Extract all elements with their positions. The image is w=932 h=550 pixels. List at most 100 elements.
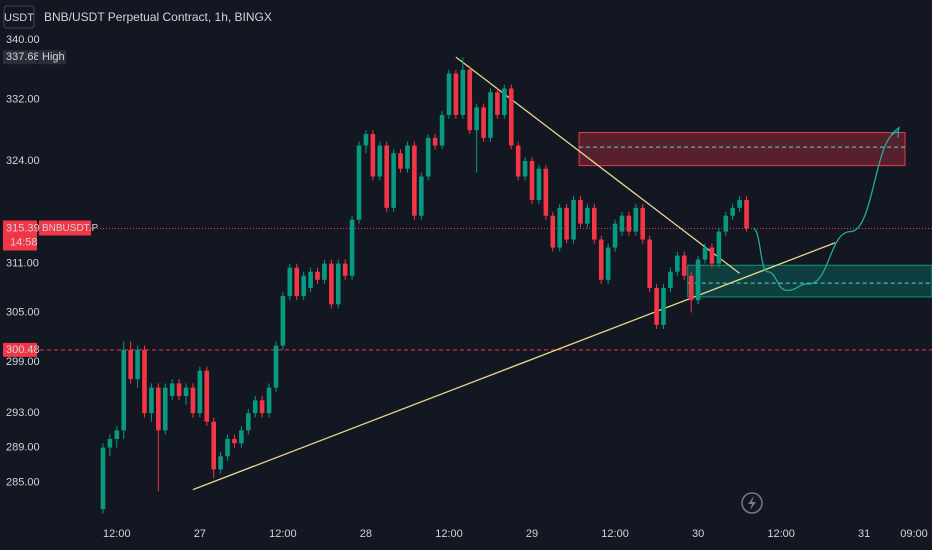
candle-body — [356, 145, 362, 220]
candle-body — [598, 239, 604, 280]
candle-body — [640, 207, 646, 240]
candle-body — [668, 271, 673, 288]
candle-body — [384, 145, 389, 208]
last-price: 315.39 — [6, 222, 40, 234]
y-tick-label: 311.00 — [6, 258, 39, 270]
candle-body — [550, 215, 556, 248]
candle-body — [654, 287, 659, 325]
candle-body — [176, 383, 182, 397]
candle-body — [252, 400, 258, 414]
x-tick-label: 12:00 — [601, 528, 629, 540]
x-tick-label: 12:00 — [103, 528, 131, 540]
candle-body — [425, 137, 431, 177]
high-price: 337.68 — [6, 51, 40, 63]
candle-body — [591, 207, 597, 240]
x-tick-label: 12:00 — [767, 528, 795, 540]
x-tick-label: 30 — [692, 528, 704, 540]
candle-body — [273, 345, 279, 388]
candle-body — [709, 247, 715, 264]
plot — [40, 56, 932, 514]
candle-body — [308, 271, 313, 288]
level-price-bg — [3, 342, 37, 357]
candle-body — [107, 438, 113, 448]
candle-body — [259, 400, 265, 414]
candle-body — [280, 296, 286, 346]
y-tick-label: 285.00 — [6, 476, 40, 488]
x-tick-label: 12:00 — [435, 528, 463, 540]
candle-body — [737, 199, 742, 208]
candle-body — [412, 145, 417, 216]
candle-body — [688, 275, 694, 301]
candle-body — [488, 92, 493, 138]
y-tick-label: 340.00 — [6, 34, 40, 46]
candle-body — [474, 107, 479, 131]
symbol-bg — [39, 220, 91, 236]
candle-body — [322, 263, 327, 280]
candle-body — [723, 215, 729, 232]
candle-body — [329, 263, 334, 305]
trendline — [192, 242, 836, 491]
candle-body — [661, 287, 666, 325]
candle-body — [232, 438, 237, 444]
candle-body — [702, 247, 708, 260]
candle-body — [543, 168, 549, 216]
candle-body — [135, 349, 140, 380]
candle-body — [515, 145, 521, 177]
candle-body — [183, 387, 189, 397]
candle-body — [245, 413, 251, 431]
candle-body — [287, 267, 293, 297]
candle-body — [225, 438, 230, 457]
candle-body — [128, 349, 133, 380]
y-tick-label: 324.00 — [6, 155, 40, 167]
candle-body — [432, 137, 438, 146]
alert-icon[interactable] — [741, 492, 763, 514]
candle-body — [605, 247, 611, 280]
x-tick-label: 29 — [526, 528, 538, 540]
x-tick-label: 09:00 — [900, 528, 928, 540]
candle-body — [121, 349, 127, 431]
candle-body — [681, 255, 687, 276]
candle-body — [571, 199, 576, 240]
candle-body — [363, 134, 369, 146]
candle-body — [142, 349, 147, 414]
candle-body — [522, 160, 528, 177]
candle-body — [266, 387, 272, 414]
x-tick-label: 31 — [858, 528, 870, 540]
candle-body — [578, 199, 583, 224]
candle-body — [100, 447, 106, 510]
currency-box[interactable] — [3, 5, 35, 29]
candle-body — [315, 271, 320, 280]
candle-body — [633, 207, 639, 232]
candle-body — [695, 259, 701, 301]
candle-body — [398, 153, 403, 169]
zone — [578, 131, 906, 167]
candle-body — [335, 263, 341, 305]
candle-body — [495, 92, 500, 115]
candle-body — [405, 145, 410, 169]
candle-body — [529, 160, 535, 200]
candle-body — [619, 215, 625, 232]
candle-body — [391, 153, 396, 208]
candle-body — [377, 145, 383, 177]
candle-body — [453, 73, 459, 115]
candle-body — [342, 263, 348, 276]
y-tick-label: 289.00 — [6, 442, 40, 454]
y-tick-label: 293.00 — [6, 407, 40, 419]
candle-body — [508, 88, 514, 146]
candle-body — [169, 383, 175, 397]
candle-body — [418, 176, 424, 216]
candle-body — [716, 231, 722, 264]
candle-body — [370, 134, 376, 177]
zone — [687, 264, 932, 298]
candle-body — [557, 207, 562, 248]
x-tick-label: 28 — [360, 528, 372, 540]
currency[interactable]: USDT — [4, 12, 34, 24]
arrow-head — [890, 126, 900, 138]
candle-body — [204, 370, 210, 422]
candle-body — [564, 207, 569, 240]
countdown: 14:58 — [10, 236, 38, 248]
high-label-bg — [38, 50, 66, 65]
y-tick-label: 305.00 — [6, 306, 40, 318]
